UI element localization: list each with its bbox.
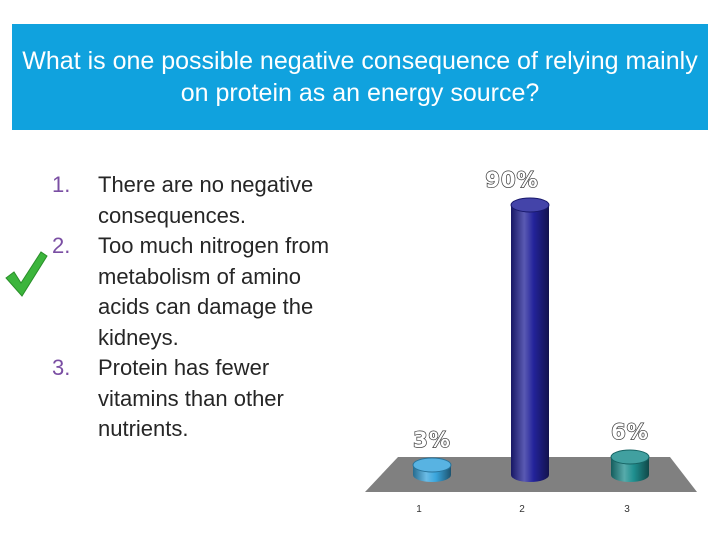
value-label-2: 90% [485,168,538,192]
answer-text: Protein has fewer vitamins than other nu… [98,355,284,441]
bar-top-3 [610,449,650,465]
bar-top-1 [412,457,452,473]
value-label-3: 6% [611,420,649,444]
question-banner: What is one possible negative consequenc… [12,24,708,130]
question-title: What is one possible negative consequenc… [22,47,698,107]
bar-2 [511,205,549,482]
answer-item-2: 2. Too much nitrogen from metabolism of … [52,231,352,353]
value-label-1: 3% [413,428,451,452]
category-label-2: 2 [519,504,525,515]
checkmark-icon [5,251,48,297]
category-label-1: 1 [416,504,422,515]
answer-number: 3. [52,355,71,380]
answer-text: There are no negative consequences. [98,172,314,228]
answer-item-3: 3. Protein has fewer vitamins than other… [52,353,352,445]
answer-text: Too much nitrogen from metabolism of ami… [98,233,330,350]
bar-top-2 [510,197,550,213]
answer-number: 1. [52,172,71,197]
answer-number: 2. [52,233,71,258]
answer-item-1: 1. There are no negative consequences. [52,170,352,231]
answer-list: 1. There are no negative consequences. 2… [52,170,352,445]
category-label-3: 3 [624,504,630,515]
